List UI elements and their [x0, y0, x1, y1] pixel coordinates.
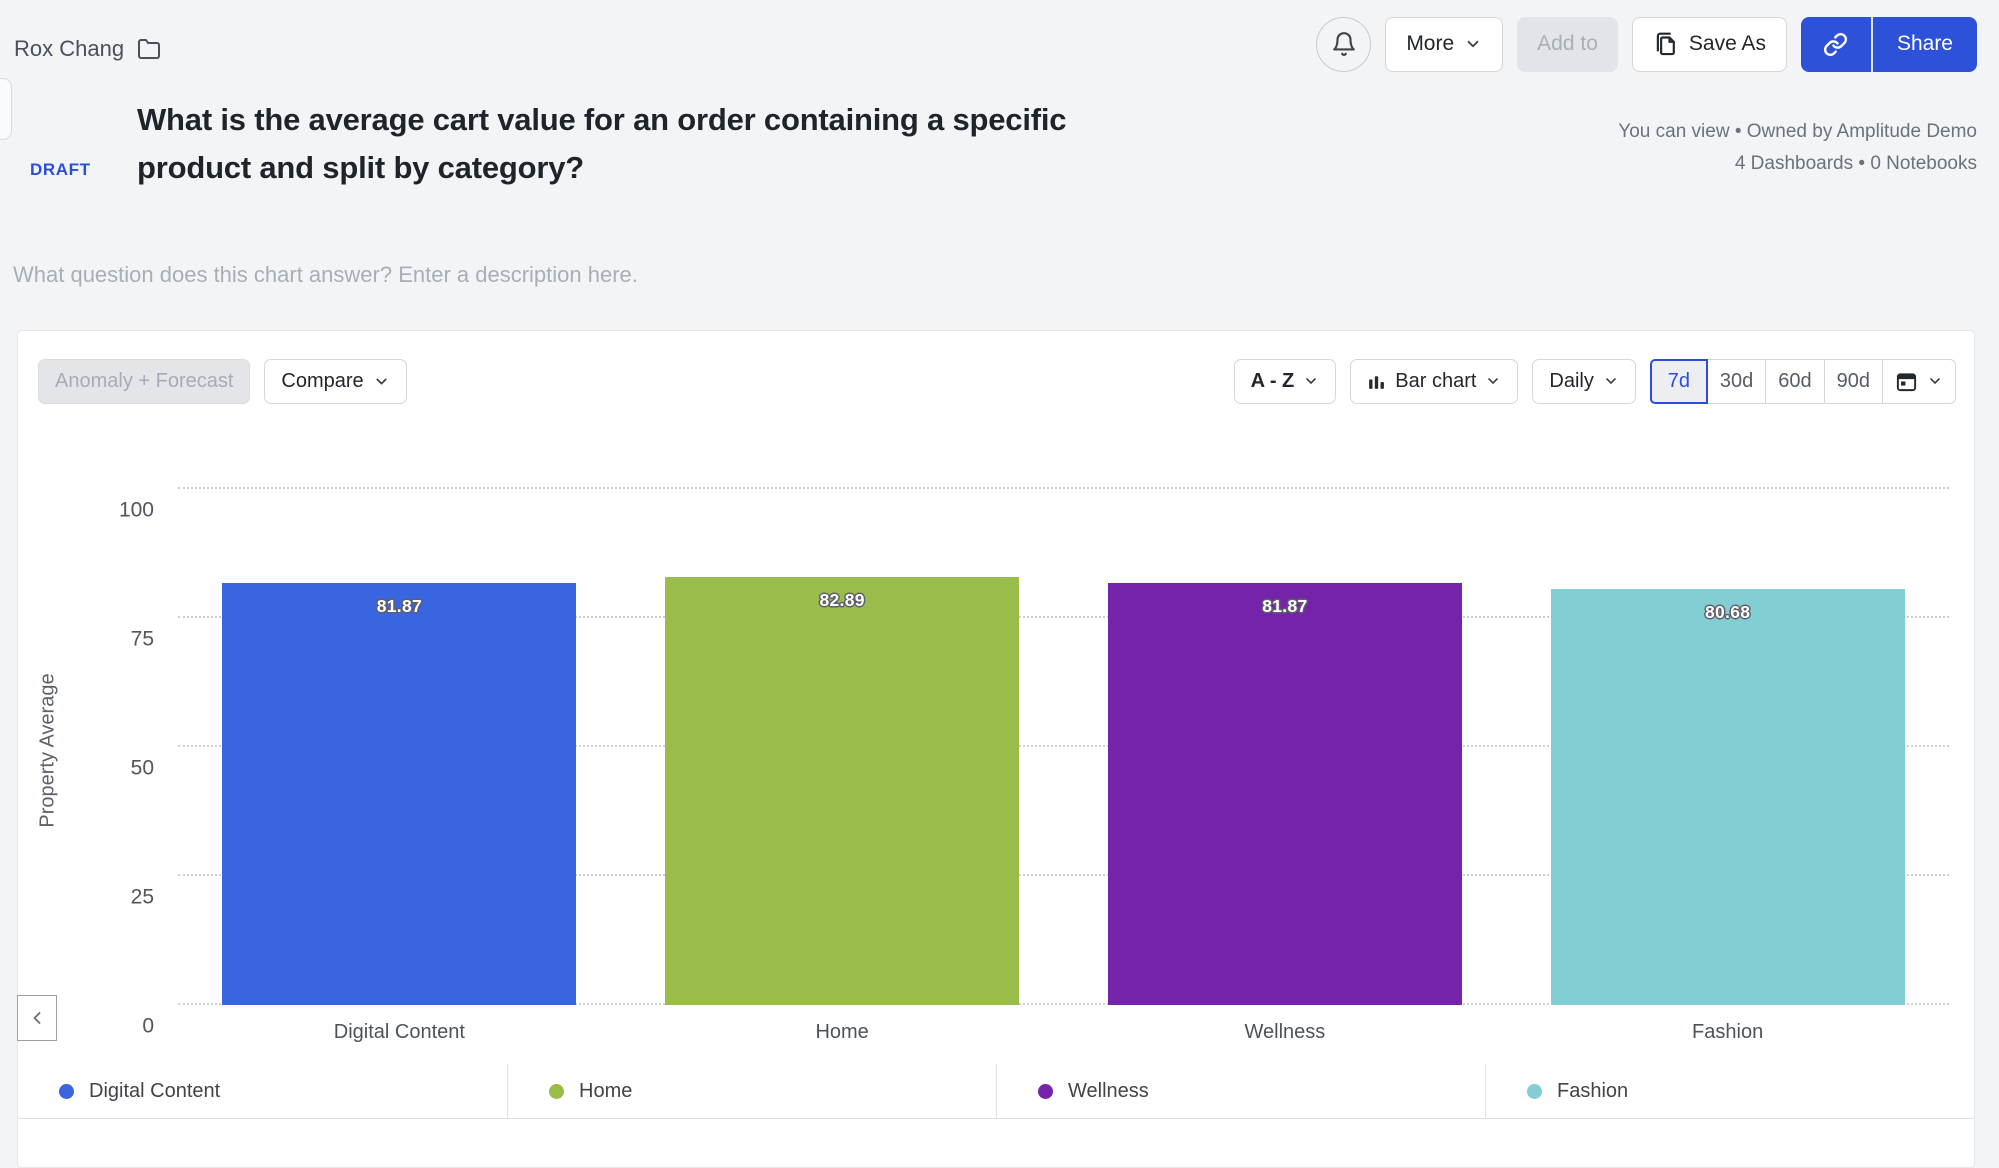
x-tick-label: Wellness	[1244, 1021, 1326, 1043]
legend-label: Fashion	[1557, 1079, 1629, 1102]
usage-info[interactable]: 4 Dashboards • 0 Notebooks	[1734, 152, 1977, 174]
save-as-button[interactable]: Save As	[1631, 16, 1787, 72]
share-button-label: Share	[1896, 32, 1953, 55]
y-tick-label: 50	[130, 756, 154, 780]
chart-card: Anomaly + Forecast Compare A - Z	[17, 330, 1975, 1168]
legend-label: Digital Content	[89, 1079, 221, 1102]
bars: 81.87 82.89 81.87 80.68	[178, 489, 1949, 1005]
anomaly-forecast-button[interactable]: Anomaly + Forecast	[38, 358, 251, 404]
permission-info: You can view • Owned by Amplitude Demo	[1618, 121, 1977, 142]
interval-label: Daily	[1549, 369, 1594, 392]
bell-icon	[1331, 31, 1357, 57]
chart-type-dropdown[interactable]: Bar chart	[1350, 358, 1519, 404]
add-to-button-label: Add to	[1537, 32, 1598, 55]
range-30d-button[interactable]: 30d	[1706, 358, 1767, 404]
anomaly-forecast-label: Anomaly + Forecast	[55, 369, 234, 392]
chevron-left-icon	[27, 1008, 47, 1028]
bar-value-label: 81.87	[1262, 595, 1308, 616]
y-tick-label: 100	[118, 498, 154, 522]
legend-dot	[1527, 1083, 1542, 1099]
y-axis-label: Property Average	[36, 673, 59, 828]
chart-controls: Anomaly + Forecast Compare A - Z	[38, 358, 1956, 404]
legend-dot	[1038, 1083, 1053, 1099]
draft-badge: DRAFT	[30, 160, 91, 179]
bar-value-label: 82.89	[819, 590, 865, 611]
owner-name: Rox Chang	[14, 36, 125, 61]
add-to-button[interactable]: Add to	[1517, 16, 1618, 72]
legend-label: Wellness	[1068, 1079, 1149, 1102]
chevron-down-icon	[1927, 373, 1943, 389]
page-title[interactable]: What is the average cart value for an or…	[137, 102, 1067, 186]
chevron-down-icon	[1303, 373, 1319, 389]
legend-dot	[549, 1083, 564, 1099]
interval-dropdown[interactable]: Daily	[1532, 358, 1636, 404]
legend-item-digital-content[interactable]: Digital Content	[18, 1064, 507, 1118]
bar-chart-icon	[1367, 372, 1386, 391]
x-axis-labels: Digital Content Home Wellness Fashion	[178, 1021, 1949, 1044]
save-as-button-label: Save As	[1688, 32, 1766, 55]
gridline: 100	[119, 487, 1949, 521]
legend-label: Home	[579, 1079, 633, 1102]
topbar: Rox Chang More Add to	[0, 0, 1999, 92]
legend-item-wellness[interactable]: Wellness	[996, 1064, 1485, 1118]
share-button[interactable]: Share	[1872, 16, 1977, 72]
share-split-button: Share	[1800, 16, 1977, 72]
collapse-panel-button[interactable]	[17, 995, 57, 1041]
range-90d-button[interactable]: 90d	[1823, 358, 1883, 404]
controls-left: Anomaly + Forecast Compare	[38, 358, 407, 404]
y-tick-label: 0	[142, 1014, 154, 1038]
bar-value-label: 80.68	[1704, 601, 1751, 622]
top-actions: More Add to Save As	[1316, 16, 1977, 72]
bar-fashion[interactable]: 80.68	[1550, 588, 1905, 1005]
controls-right: A - Z Bar chart Dai	[1233, 358, 1956, 404]
breadcrumb[interactable]: Rox Chang	[14, 36, 162, 62]
x-tick-label: Home	[815, 1021, 869, 1043]
range-60d-button[interactable]: 60d	[1765, 358, 1825, 404]
bar-value-label: 81.87	[376, 595, 423, 616]
custom-date-button[interactable]	[1882, 358, 1956, 404]
bar-digital-content[interactable]: 81.87	[222, 582, 577, 1005]
notifications-button[interactable]	[1316, 16, 1372, 72]
y-tick-label: 75	[130, 627, 154, 651]
chart-type-label: Bar chart	[1395, 369, 1477, 392]
range-7d-button[interactable]: 7d	[1649, 358, 1708, 404]
folder-icon[interactable]	[136, 37, 162, 61]
sort-label: A - Z	[1250, 369, 1295, 392]
chevron-down-icon	[1603, 373, 1619, 389]
chevron-down-icon	[1485, 373, 1501, 389]
more-button[interactable]: More	[1385, 16, 1504, 72]
compare-dropdown[interactable]: Compare	[264, 358, 407, 404]
x-tick-label: Digital Content	[333, 1021, 465, 1043]
chevron-down-icon	[1464, 35, 1482, 53]
date-range-group: 7d 30d 60d 90d	[1649, 358, 1956, 404]
legend-item-fashion[interactable]: Fashion	[1485, 1064, 1974, 1118]
gridline: 75	[131, 616, 1949, 650]
compare-label: Compare	[281, 369, 364, 392]
legend-dot	[59, 1083, 74, 1099]
gridline: 50	[131, 745, 1949, 779]
x-tick-label: Fashion	[1692, 1021, 1764, 1043]
legend-item-home[interactable]: Home	[507, 1064, 996, 1118]
duplicate-icon	[1653, 31, 1679, 57]
plot-area: 0 25 50 75 100 81.87 82.89	[119, 487, 1949, 1037]
calendar-icon	[1895, 370, 1918, 393]
bar-home[interactable]: 82.89	[665, 577, 1020, 1005]
description-input[interactable]: What question does this chart answer? En…	[13, 262, 638, 287]
bar-wellness[interactable]: 81.87	[1107, 582, 1462, 1005]
y-tick-label: 25	[130, 885, 154, 909]
more-button-label: More	[1406, 32, 1455, 55]
chevron-down-icon	[373, 373, 390, 390]
link-icon	[1823, 32, 1848, 57]
sidebar-handle[interactable]	[0, 78, 12, 140]
gridline: 0	[142, 1003, 1949, 1037]
legend: Digital Content Home Wellness Fashion	[18, 1064, 1974, 1119]
copy-link-button[interactable]	[1800, 16, 1873, 72]
sort-dropdown[interactable]: A - Z	[1233, 358, 1337, 404]
chart-metadata: You can view • Owned by Amplitude Demo 4…	[1618, 116, 1977, 180]
gridline: 25	[131, 874, 1949, 908]
